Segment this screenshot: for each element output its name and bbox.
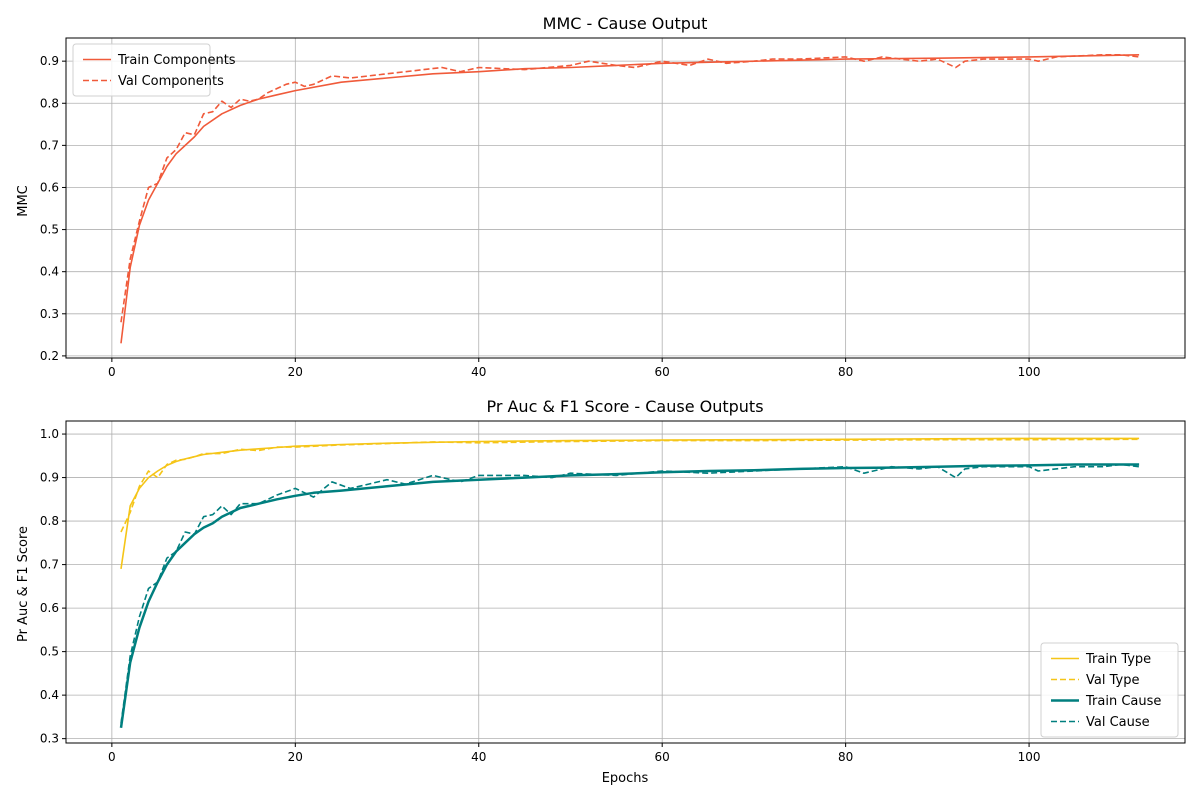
y-tick-label: 0.4 — [40, 688, 59, 702]
y-tick-label: 0.9 — [40, 471, 59, 485]
x-tick-label: 20 — [288, 365, 303, 379]
legend: Train Components Val Components — [72, 43, 236, 97]
x-tick-label: 80 — [838, 750, 853, 764]
y-tick-label: 0.6 — [40, 180, 59, 194]
x-tick-label: 40 — [471, 750, 486, 764]
y-tick-label: 0.8 — [40, 96, 59, 110]
plot-frame — [65, 420, 1186, 744]
ticks: 0 20 40 60 80 100 0.3 0.4 0.5 0.6 0.7 0.8 0.9 1.0 — [40, 427, 1041, 764]
legend: Train Type Val Type Train Cause Val Cause — [1040, 642, 1179, 738]
y-tick-label: 0.3 — [40, 732, 59, 746]
x-tick-label: 20 — [288, 750, 303, 764]
y-tick-label: 0.7 — [40, 558, 59, 572]
series-line-val-components — [120, 53, 1140, 323]
series-line-train-components — [120, 54, 1140, 344]
pr-auc-f1-chart: Pr Auc & F1 Score - Cause Outputs Pr Auc… — [16, 397, 1186, 786]
mmc-chart: MMC - Cause Output MMC 0 20 40 60 80 100 0.2 0.… — [16, 14, 1186, 379]
x-tick-label: 100 — [1018, 365, 1041, 379]
ticks: 0 20 40 60 80 100 0.2 0.3 0.4 0.5 0.6 0.7 0.8 0.9 — [40, 54, 1041, 379]
legend-box — [1040, 642, 1179, 738]
series-group — [119, 437, 1140, 728]
grid — [66, 421, 1185, 743]
y-tick-label: 0.5 — [40, 645, 59, 659]
y-tick-label: 0.2 — [40, 349, 59, 363]
series-line-train-cause — [119, 463, 1140, 728]
grid — [66, 38, 1185, 358]
plot-frame — [65, 37, 1186, 359]
y-tick-label: 0.7 — [40, 138, 59, 152]
legend-box — [72, 43, 211, 97]
x-tick-label: 100 — [1018, 750, 1041, 764]
chart-title: Pr Auc & F1 Score - Cause Outputs — [486, 397, 763, 416]
y-tick-label: 0.3 — [40, 307, 59, 321]
x-tick-label: 0 — [108, 750, 116, 764]
x-tick-label: 40 — [471, 365, 486, 379]
legend-label: Val Components — [118, 74, 224, 89]
series-line-val-type — [120, 438, 1140, 533]
y-axis-label: MMC — [16, 185, 31, 217]
x-tick-label: 80 — [838, 365, 853, 379]
legend-label: Train Cause — [1085, 694, 1161, 709]
legend-label: Val Type — [1086, 673, 1139, 688]
y-tick-label: 0.4 — [40, 265, 59, 279]
y-tick-label: 1.0 — [40, 427, 59, 441]
x-axis-label: Epochs — [602, 771, 649, 786]
legend-label: Train Type — [1085, 652, 1151, 667]
y-tick-label: 0.9 — [40, 54, 59, 68]
x-tick-label: 0 — [108, 365, 116, 379]
y-tick-label: 0.8 — [40, 514, 59, 528]
series-group — [120, 53, 1140, 344]
legend-label: Val Cause — [1086, 715, 1150, 730]
legend-label: Train Components — [117, 53, 236, 68]
y-axis-label: Pr Auc & F1 Score — [16, 526, 31, 642]
x-tick-label: 60 — [655, 750, 670, 764]
x-tick-label: 60 — [655, 365, 670, 379]
series-line-val-cause — [120, 463, 1140, 724]
y-tick-label: 0.6 — [40, 601, 59, 615]
y-tick-label: 0.5 — [40, 223, 59, 237]
chart-title: MMC - Cause Output — [543, 14, 708, 33]
